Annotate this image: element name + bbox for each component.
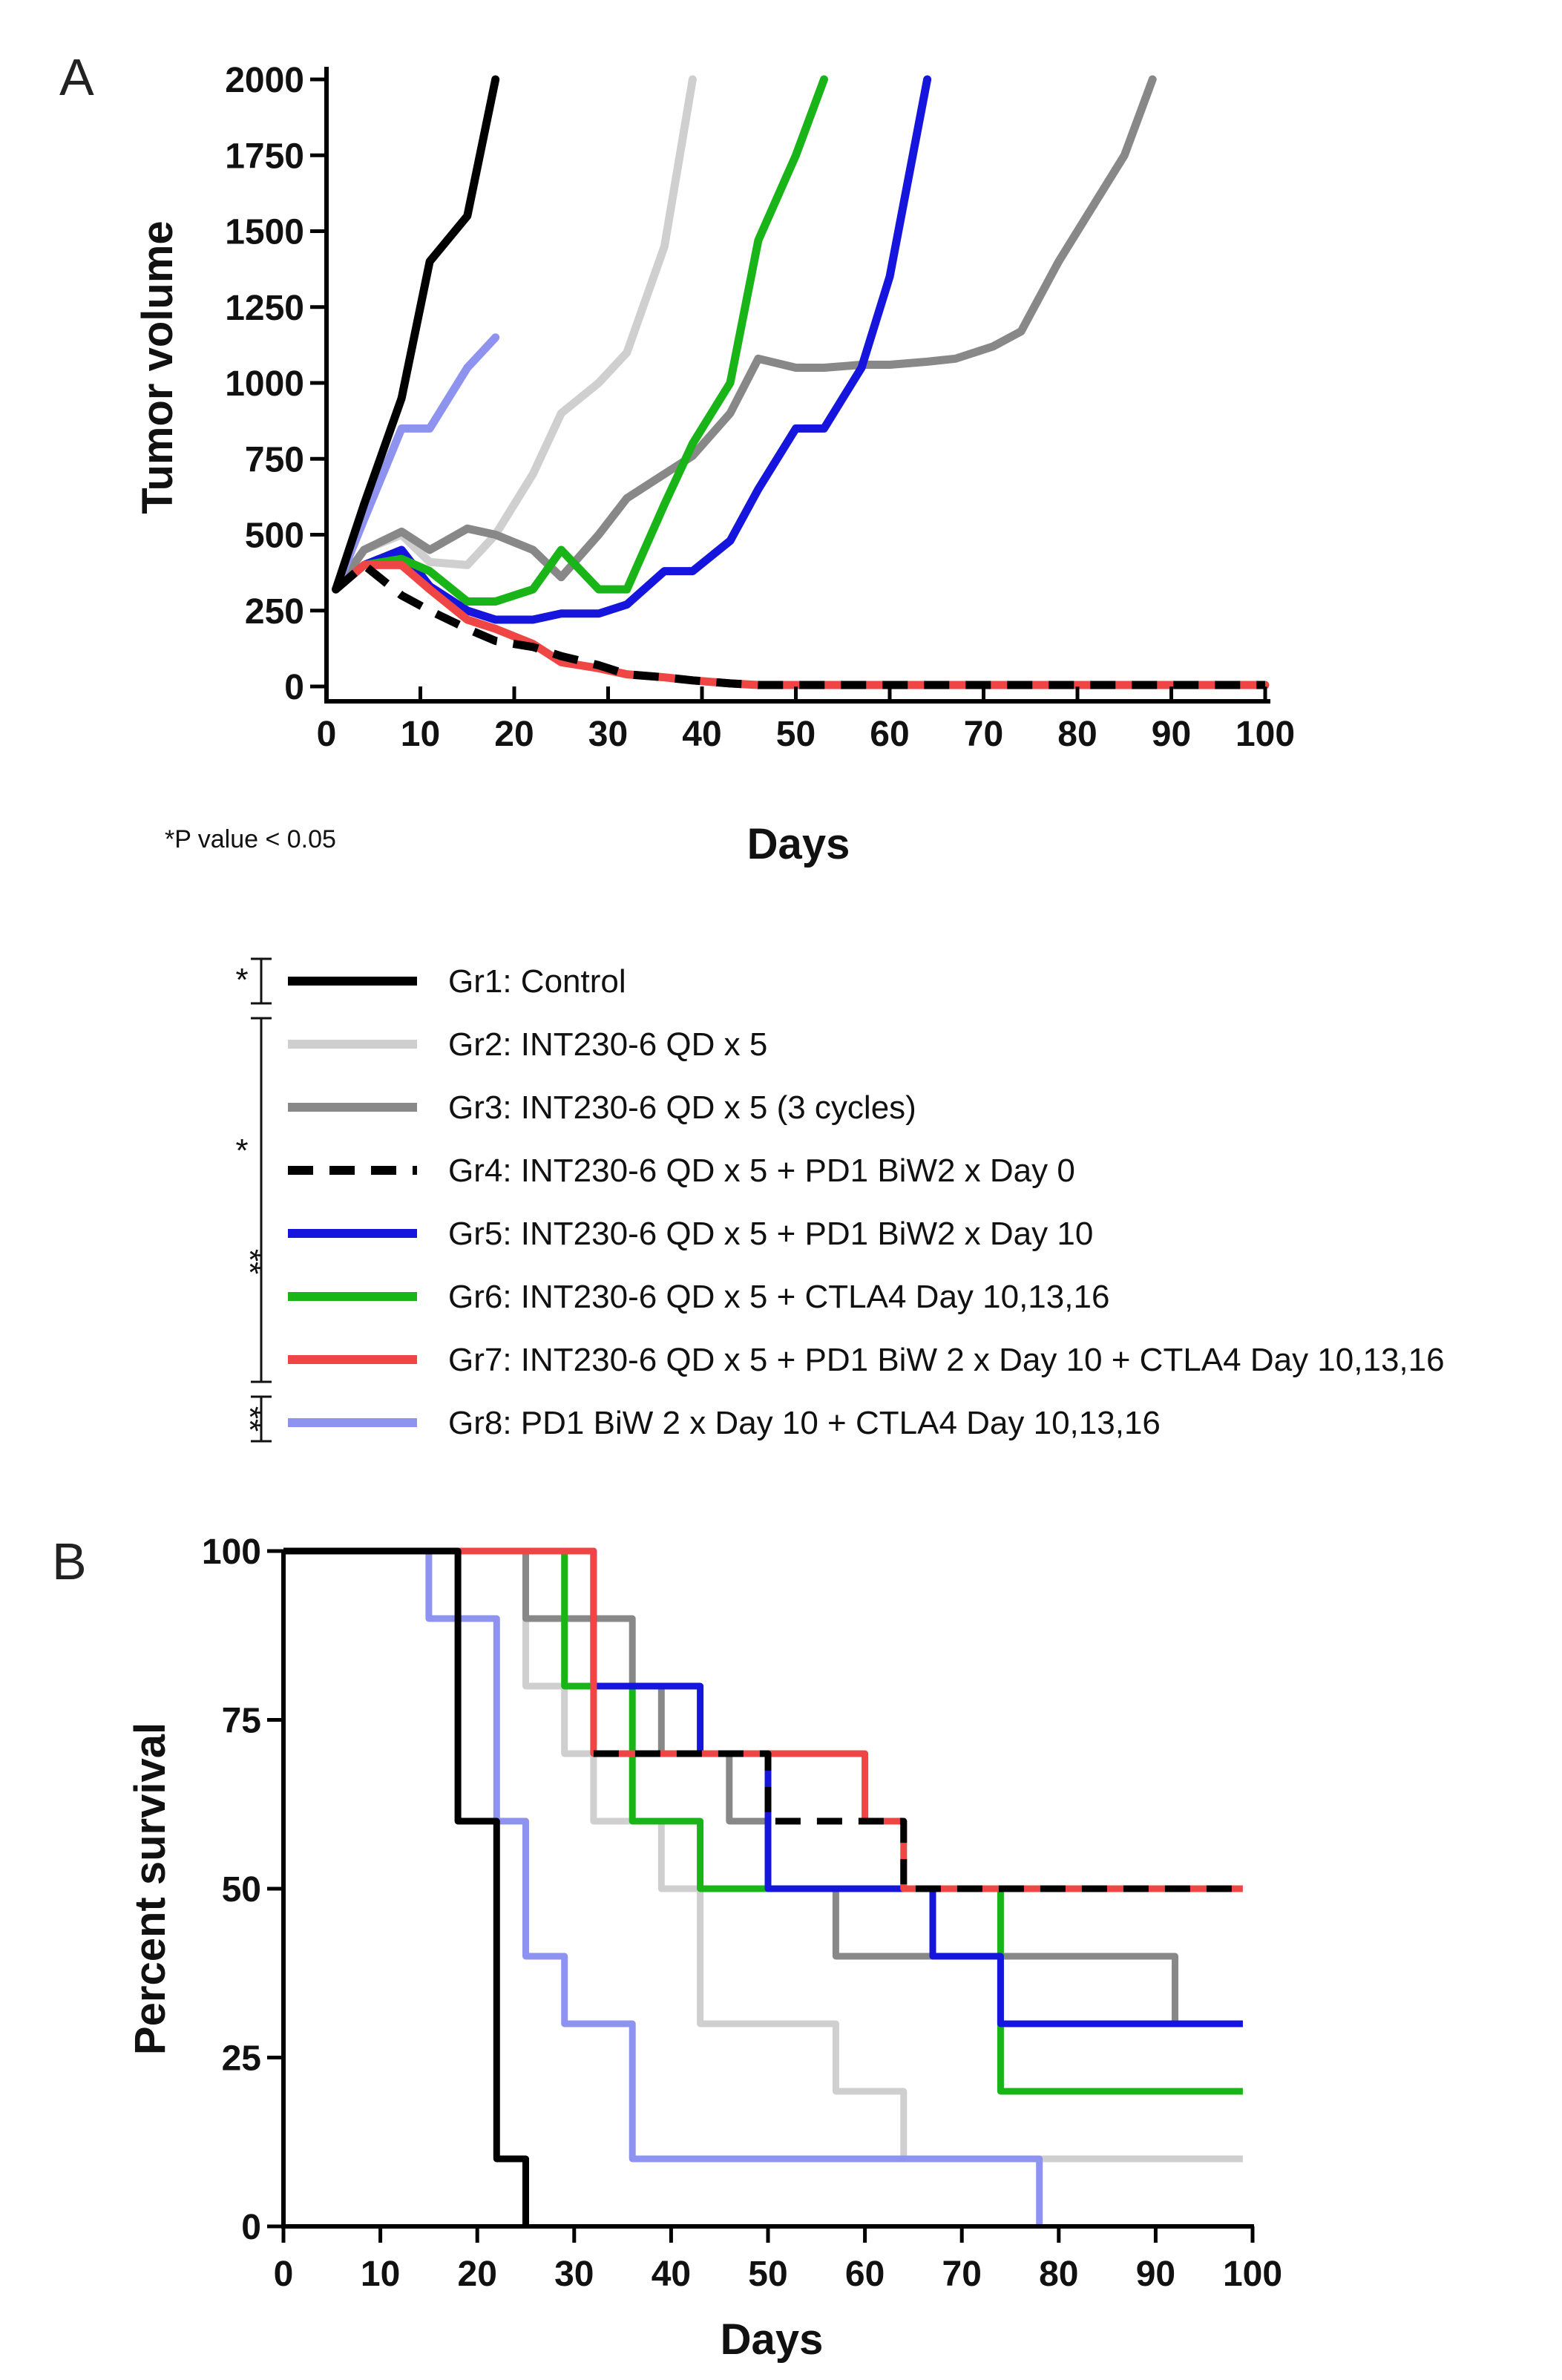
x-tick-label: 20 <box>494 715 534 754</box>
legend-items: Gr1: Control Gr2: INT230-6 QD x 5 Gr3: INT… <box>288 963 1445 1441</box>
y-tick-label: 75 <box>222 1702 261 1741</box>
legend: * * ** ** Gr1: Control Gr2: INT230-6 QD x… <box>232 957 1445 1443</box>
y-tick-label: 750 <box>245 440 304 479</box>
y-tick-label: 0 <box>241 2208 261 2247</box>
x-tick-label: 60 <box>870 715 909 754</box>
legend-label-gr2: Gr2: INT230-6 QD x 5 <box>448 1026 767 1063</box>
y-axis-ticks-b: 0 25 50 75 100 <box>202 1532 283 2247</box>
y-tick-label: 500 <box>245 517 304 556</box>
x-tick-label: 0 <box>317 715 337 754</box>
y-tick-label: 50 <box>222 1870 261 1909</box>
x-tick-label: 10 <box>401 715 440 754</box>
y-tick-label: 1250 <box>225 289 304 328</box>
x-tick-label: 40 <box>652 2255 691 2294</box>
legend-label-gr6: Gr6: INT230-6 QD x 5 + CTLA4 Day 10,13,1… <box>448 1279 1109 1315</box>
legend-label-gr1: Gr1: Control <box>448 963 626 1000</box>
x-axis-title: Days <box>747 820 850 868</box>
survival-series-group <box>283 1547 1243 2226</box>
y-axis-ticks: 0 250 500 750 1000 1250 1500 1750 2000 <box>225 61 326 707</box>
y-axis-title: Tumor volume <box>134 220 182 514</box>
x-tick-label: 90 <box>1152 715 1191 754</box>
p-value-note: *P value < 0.05 <box>165 825 336 853</box>
sig-star-double-gr8: ** <box>232 1406 268 1432</box>
x-tick-label: 0 <box>274 2255 294 2294</box>
series-line-gr3 <box>283 1547 1243 2027</box>
x-tick-label: 70 <box>942 2255 982 2294</box>
y-axis-title-b: Percent survival <box>126 1722 174 2055</box>
x-tick-label: 50 <box>776 715 816 754</box>
x-tick-label: 80 <box>1057 715 1097 754</box>
series-line-gr5 <box>283 1547 1243 2027</box>
panel-label-b: B <box>52 1532 87 1590</box>
y-tick-label: 100 <box>202 1532 261 1572</box>
series-line-gr3 <box>332 75 1157 594</box>
legend-label-gr3: Gr3: INT230-6 QD x 5 (3 cycles) <box>448 1089 916 1126</box>
series-line-gr7 <box>332 560 1270 689</box>
legend-label-gr4: Gr4: INT230-6 QD x 5 + PD1 BiW2 x Day 0 <box>448 1153 1075 1189</box>
y-tick-label: 25 <box>222 2039 261 2079</box>
legend-label-gr8: Gr8: PD1 BiW 2 x Day 10 + CTLA4 Day 10,1… <box>448 1405 1161 1441</box>
legend-label-gr7: Gr7: INT230-6 QD x 5 + PD1 BiW 2 x Day 1… <box>448 1342 1445 1378</box>
x-tick-label: 30 <box>554 2255 594 2294</box>
y-tick-label: 0 <box>284 668 304 707</box>
x-axis-ticks-b: 0 10 20 30 40 50 60 70 80 90 100 <box>274 2226 1282 2294</box>
sig-star-mid: * <box>235 1132 248 1169</box>
y-tick-label: 1000 <box>225 364 304 404</box>
x-tick-label: 100 <box>1223 2255 1282 2294</box>
x-tick-label: 20 <box>458 2255 497 2294</box>
series-line-gr4 <box>593 1750 1243 1892</box>
survival-chart: 0 25 50 75 100 0 10 20 30 40 50 60 70 80 90 100 Percen… <box>126 1532 1282 2364</box>
x-tick-label: 80 <box>1039 2255 1078 2294</box>
sig-star-gr1: * <box>235 962 248 998</box>
x-tick-label: 70 <box>964 715 1003 754</box>
panel-label-a: A <box>59 48 94 106</box>
series-line-gr8 <box>283 1547 1043 2226</box>
series-line-gr4 <box>333 560 1265 689</box>
legend-label-gr5: Gr5: INT230-6 QD x 5 + PD1 BiW2 x Day 10 <box>448 1216 1093 1252</box>
x-tick-label: 50 <box>748 2255 787 2294</box>
series-line-gr6 <box>332 75 828 606</box>
x-tick-label: 40 <box>682 715 721 754</box>
sig-star-double-mid: ** <box>232 1249 268 1274</box>
x-tick-label: 30 <box>588 715 628 754</box>
series-line-gr1 <box>332 75 500 594</box>
y-tick-label: 1750 <box>225 137 304 176</box>
y-tick-label: 1500 <box>225 213 304 252</box>
series-line-gr2 <box>332 75 697 594</box>
x-tick-label: 100 <box>1236 715 1295 754</box>
x-tick-label: 90 <box>1136 2255 1175 2294</box>
tumor-series-group <box>332 75 1270 689</box>
significance-brackets <box>251 957 272 1443</box>
x-tick-label: 60 <box>845 2255 885 2294</box>
x-axis-ticks: 0 10 20 30 40 50 60 70 80 90 100 <box>317 686 1295 754</box>
y-tick-label: 250 <box>245 592 304 632</box>
series-line-gr2 <box>283 1547 1243 2163</box>
y-tick-label: 2000 <box>225 61 304 100</box>
tumor-volume-chart: 0 250 500 750 1000 1250 1500 1750 2000 0 10 20 30 40… <box>134 61 1295 868</box>
x-tick-label: 10 <box>361 2255 400 2294</box>
series-line-gr1 <box>283 1547 529 2226</box>
x-axis-title-b: Days <box>721 2315 824 2364</box>
